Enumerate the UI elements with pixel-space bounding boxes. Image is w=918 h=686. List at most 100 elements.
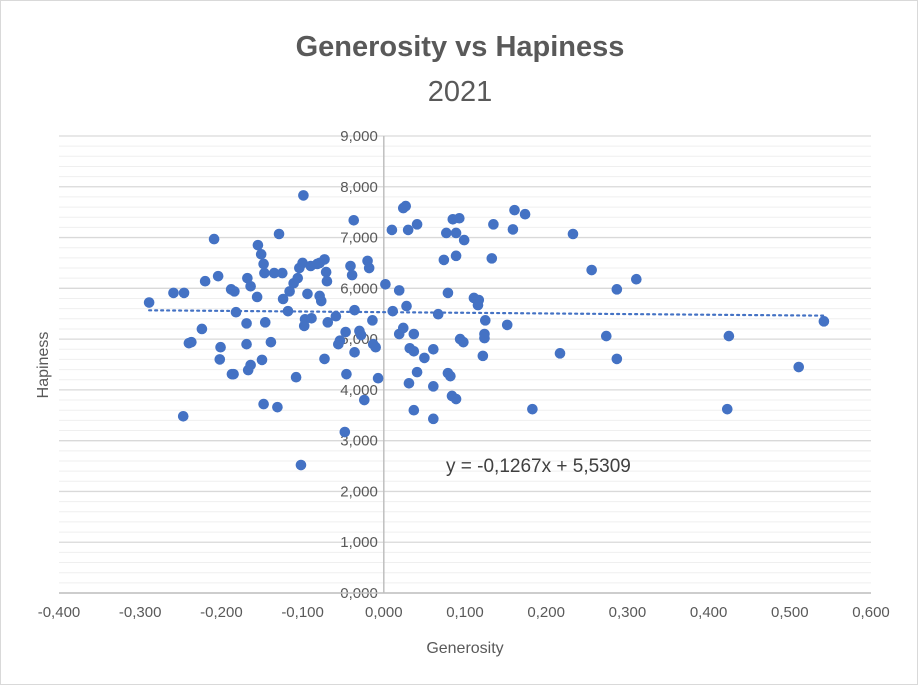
data-point — [215, 341, 226, 353]
data-point — [341, 368, 352, 380]
data-point — [480, 315, 491, 326]
data-point — [242, 272, 253, 284]
data-point — [245, 281, 256, 292]
chart-title: Generosity vs Hapiness — [296, 31, 625, 63]
data-point — [322, 317, 334, 328]
y-tick-label: 9,000 — [340, 128, 378, 145]
x-tick-label: 0,200 — [527, 604, 565, 621]
data-point — [419, 352, 430, 364]
data-point — [450, 250, 462, 262]
data-point — [208, 233, 220, 245]
data-point — [251, 291, 263, 303]
x-tick-label: -0,100 — [281, 604, 324, 621]
data-point — [411, 219, 423, 230]
x-tick-label: -0,200 — [200, 604, 243, 621]
data-point — [168, 287, 179, 299]
data-point — [277, 293, 289, 305]
y-tick-label: 3,000 — [340, 433, 378, 450]
trendline-equation: y = -0,1267x + 5,5309 — [446, 456, 631, 477]
data-point — [284, 286, 295, 297]
x-tick-label: 0,000 — [365, 604, 403, 621]
data-point — [255, 249, 267, 260]
data-point — [393, 328, 405, 340]
data-point — [319, 353, 330, 365]
data-point — [428, 413, 439, 425]
data-point — [320, 266, 332, 278]
data-point — [349, 304, 360, 316]
data-point — [586, 264, 597, 276]
data-point — [631, 273, 642, 285]
data-point — [265, 336, 277, 348]
data-point — [241, 338, 252, 350]
data-point — [402, 224, 414, 236]
data-point — [241, 318, 252, 329]
data-point — [295, 459, 307, 471]
data-point — [363, 262, 375, 274]
data-point — [793, 361, 805, 373]
data-point — [600, 330, 612, 342]
data-point — [458, 234, 470, 246]
data-point — [330, 310, 342, 322]
data-point — [143, 297, 155, 308]
data-point — [272, 401, 283, 413]
x-axis-label: Generosity — [426, 640, 503, 657]
data-point — [315, 295, 327, 307]
chart-subtitle: 2021 — [428, 76, 493, 108]
data-point — [321, 275, 333, 287]
data-point — [229, 286, 240, 297]
data-point — [282, 305, 294, 317]
data-point — [501, 319, 513, 331]
x-tick-label: -0,300 — [119, 604, 162, 621]
data-point — [340, 326, 351, 338]
data-point — [196, 323, 208, 335]
data-point — [334, 335, 346, 346]
data-point — [509, 204, 520, 216]
data-point — [393, 285, 405, 296]
data-point — [479, 332, 490, 344]
data-point — [346, 269, 358, 281]
data-point — [458, 336, 469, 348]
data-point — [400, 200, 412, 212]
data-point — [178, 287, 190, 299]
data-point — [519, 208, 531, 220]
data-point — [256, 354, 268, 366]
data-points — [143, 190, 830, 471]
data-point — [290, 371, 302, 383]
y-tick-label: 4,000 — [340, 382, 378, 399]
data-point — [230, 306, 242, 318]
x-tick-labels: -0,400 -0,300 -0,200 -0,100 0,000 0,100 0,200 0… — [38, 604, 890, 621]
data-point — [527, 403, 538, 415]
data-point — [372, 372, 384, 384]
data-point — [486, 253, 498, 264]
data-point — [408, 404, 420, 416]
data-point — [380, 278, 391, 290]
data-point — [252, 239, 264, 251]
data-point — [450, 227, 462, 239]
data-point — [348, 214, 360, 226]
data-point — [302, 288, 313, 300]
data-point — [488, 219, 499, 230]
x-tick-label: 0,600 — [852, 604, 890, 621]
data-point — [441, 227, 452, 239]
data-point — [245, 359, 256, 371]
data-point — [387, 305, 399, 317]
data-point — [292, 272, 304, 284]
x-tick-label: 0,500 — [771, 604, 809, 621]
data-point — [298, 320, 310, 332]
data-point — [359, 394, 370, 406]
data-point — [567, 228, 579, 240]
data-point — [611, 353, 623, 365]
gridlines — [59, 135, 871, 594]
y-axis-label: Hapiness — [35, 332, 52, 399]
data-point — [454, 212, 465, 224]
x-tick-label: 0,400 — [690, 604, 728, 621]
data-point — [611, 284, 623, 295]
data-point — [345, 260, 356, 272]
data-point — [214, 354, 226, 365]
data-point — [186, 336, 197, 348]
y-tick-label: 1,000 — [340, 534, 378, 551]
data-point — [507, 224, 519, 235]
x-tick-label: -0,400 — [38, 604, 81, 621]
